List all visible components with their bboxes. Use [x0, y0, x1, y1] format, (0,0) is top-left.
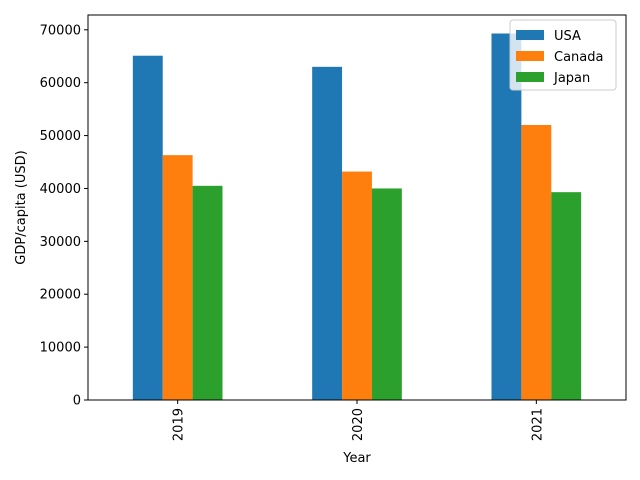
x-tick-label: 2021: [530, 408, 545, 441]
y-axis-label: GDP/capita (USD): [14, 150, 29, 264]
x-tick-label: 2019: [172, 408, 187, 441]
y-tick-label: 20000: [40, 288, 81, 303]
legend: USA Canada Japan: [509, 19, 617, 91]
y-tick-label: 50000: [40, 129, 81, 144]
legend-label-japan: Japan: [553, 71, 590, 86]
legend-swatch-japan: [516, 72, 544, 82]
legend-label-usa: USA: [554, 29, 581, 44]
legend-swatch-usa: [516, 30, 544, 40]
bar-usa-2019: [132, 55, 163, 400]
legend-swatch-canada: [516, 51, 544, 61]
bar-usa-2021: [491, 33, 522, 401]
bar-canada-2020: [342, 171, 372, 400]
bar-japan-2021: [551, 192, 582, 400]
y-tick-label: 70000: [40, 23, 81, 38]
bar-japan-2020: [371, 188, 402, 400]
y-tick-label: 0: [73, 394, 81, 409]
y-tick-label: 60000: [40, 76, 81, 91]
bar-usa-2020: [312, 66, 343, 401]
bar-canada-2019: [162, 155, 193, 400]
y-tick-label: 30000: [40, 235, 81, 250]
bars-group: [132, 33, 582, 401]
x-tick-label: 2020: [351, 408, 366, 441]
x-axis-label: Year: [342, 451, 371, 466]
bar-japan-2019: [192, 185, 223, 400]
x-axis: 2019 2020 2021: [172, 400, 545, 441]
y-axis: 0 10000 20000 30000 40000 50000 60000 70000: [40, 23, 88, 409]
y-tick-label: 10000: [40, 341, 81, 356]
bar-canada-2021: [521, 125, 552, 400]
legend-label-canada: Canada: [554, 50, 603, 65]
y-tick-label: 40000: [40, 182, 81, 197]
